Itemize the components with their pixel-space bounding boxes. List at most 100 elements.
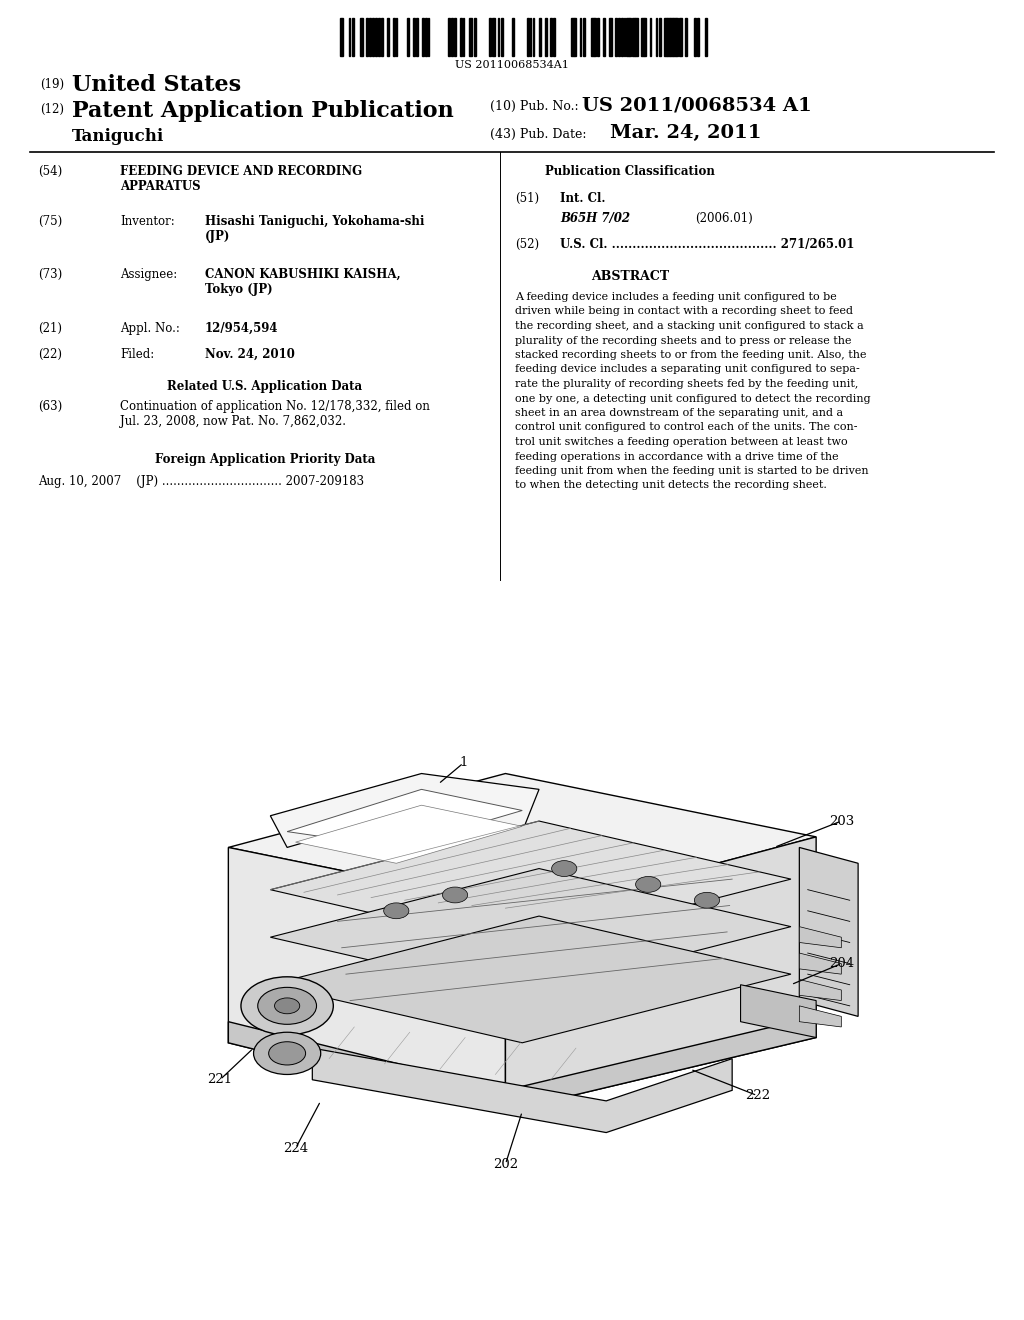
Bar (460, 18, 462, 55)
Polygon shape (228, 1016, 816, 1111)
Text: Appl. No.:: Appl. No.: (120, 322, 180, 335)
Bar (422, 18, 424, 55)
Bar (617, 18, 620, 55)
Circle shape (694, 892, 720, 908)
Polygon shape (270, 821, 791, 948)
Text: United States: United States (72, 74, 241, 96)
Bar (655, 18, 657, 55)
Bar (635, 18, 638, 55)
Text: Int. Cl.: Int. Cl. (560, 191, 605, 205)
Text: 203: 203 (828, 814, 854, 828)
Circle shape (258, 987, 316, 1024)
Bar (532, 18, 535, 55)
Bar (428, 18, 429, 55)
Bar (449, 18, 450, 55)
Text: Assignee:: Assignee: (120, 268, 177, 281)
Text: Publication Classification: Publication Classification (545, 165, 715, 178)
Text: 202: 202 (493, 1158, 518, 1171)
Bar (597, 18, 599, 55)
Bar (392, 18, 395, 55)
Bar (627, 18, 630, 55)
Bar (621, 18, 623, 55)
Text: (75): (75) (38, 215, 62, 228)
Bar (665, 18, 667, 55)
Text: (52): (52) (515, 238, 539, 251)
Bar (644, 18, 646, 55)
Polygon shape (506, 837, 816, 1111)
Bar (594, 18, 596, 55)
Text: trol unit switches a feeding operation between at least two: trol unit switches a feeding operation b… (515, 437, 848, 447)
Bar (378, 18, 380, 55)
Bar (489, 18, 492, 55)
Text: feeding device includes a separating unit configured to sepa-: feeding device includes a separating uni… (515, 364, 860, 375)
Bar (492, 18, 495, 55)
Circle shape (254, 1032, 321, 1074)
Bar (603, 18, 605, 55)
Bar (370, 18, 371, 55)
Text: rate the plurality of recording sheets fed by the feeding unit,: rate the plurality of recording sheets f… (515, 379, 858, 389)
Polygon shape (270, 869, 791, 995)
Bar (452, 18, 453, 55)
Polygon shape (800, 1006, 842, 1027)
Polygon shape (800, 979, 842, 1001)
Polygon shape (800, 927, 842, 948)
Text: 204: 204 (828, 957, 854, 970)
Bar (614, 18, 616, 55)
Bar (498, 18, 500, 55)
Bar (349, 18, 350, 55)
Text: Related U.S. Application Data: Related U.S. Application Data (168, 380, 362, 393)
Text: US 20110068534A1: US 20110068534A1 (455, 59, 569, 70)
Polygon shape (800, 953, 842, 974)
Bar (650, 18, 651, 55)
Text: ABSTRACT: ABSTRACT (591, 271, 669, 282)
Bar (474, 18, 476, 55)
Text: B65H 7/02: B65H 7/02 (560, 213, 630, 224)
Bar (624, 18, 625, 55)
Text: Taniguchi: Taniguchi (72, 128, 164, 145)
Text: sheet in an area downstream of the separating unit, and a: sheet in an area downstream of the separ… (515, 408, 843, 418)
Bar (539, 18, 541, 55)
Bar (375, 18, 378, 55)
Text: (12): (12) (40, 103, 63, 116)
Text: FEEDING DEVICE AND RECORDING
APPARATUS: FEEDING DEVICE AND RECORDING APPARATUS (120, 165, 362, 193)
Bar (671, 18, 673, 55)
Text: feeding operations in accordance with a drive time of the: feeding operations in accordance with a … (515, 451, 839, 462)
Text: (63): (63) (38, 400, 62, 413)
Text: US 2011/0068534 A1: US 2011/0068534 A1 (582, 96, 812, 115)
Text: (43) Pub. Date:: (43) Pub. Date: (490, 128, 587, 141)
Bar (580, 18, 582, 55)
Text: Mar. 24, 2011: Mar. 24, 2011 (610, 124, 762, 143)
Bar (693, 18, 695, 55)
Text: 1: 1 (460, 756, 468, 770)
Bar (381, 18, 383, 55)
Bar (668, 18, 670, 55)
Text: 221: 221 (208, 1073, 232, 1086)
Text: (51): (51) (515, 191, 539, 205)
Text: A feeding device includes a feeding unit configured to be: A feeding device includes a feeding unit… (515, 292, 837, 302)
Bar (571, 18, 573, 55)
Text: stacked recording sheets to or from the feeding unit. Also, the: stacked recording sheets to or from the … (515, 350, 866, 360)
Circle shape (268, 1041, 305, 1065)
Text: Patent Application Publication: Patent Application Publication (72, 100, 454, 121)
Bar (454, 18, 456, 55)
Bar (673, 18, 676, 55)
Bar (527, 18, 529, 55)
Text: one by one, a detecting unit configured to detect the recording: one by one, a detecting unit configured … (515, 393, 870, 404)
Bar (679, 18, 682, 55)
Bar (360, 18, 364, 55)
Bar (340, 18, 343, 55)
Bar (630, 18, 631, 55)
Circle shape (442, 887, 468, 903)
Bar (413, 18, 415, 55)
Text: Continuation of application No. 12/178,332, filed on
Jul. 23, 2008, now Pat. No.: Continuation of application No. 12/178,3… (120, 400, 430, 428)
Bar (469, 18, 471, 55)
Bar (609, 18, 611, 55)
Circle shape (241, 977, 333, 1035)
Polygon shape (270, 916, 791, 1043)
Text: feeding unit from when the feeding unit is started to be driven: feeding unit from when the feeding unit … (515, 466, 868, 477)
Bar (592, 18, 594, 55)
Bar (530, 18, 531, 55)
Text: U.S. Cl. ........................................ 271/265.01: U.S. Cl. ...............................… (560, 238, 854, 251)
Text: (10) Pub. No.:: (10) Pub. No.: (490, 100, 579, 114)
Bar (512, 18, 514, 55)
